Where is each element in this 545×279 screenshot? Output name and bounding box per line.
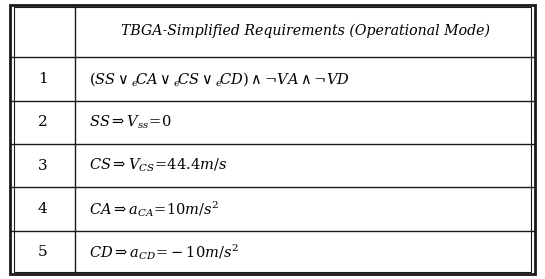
- Text: $CD\Rightarrow a_{CD}\!=\!-10m/s^2$: $CD\Rightarrow a_{CD}\!=\!-10m/s^2$: [89, 242, 239, 262]
- Text: $CA\Rightarrow a_{CA}\!=\!10m/s^2$: $CA\Rightarrow a_{CA}\!=\!10m/s^2$: [89, 199, 219, 219]
- Text: 4: 4: [38, 202, 47, 216]
- Text: 2: 2: [38, 116, 47, 129]
- Text: $(SS\vee_e\! CA\vee_e\! CS\vee_e\! CD)\wedge\neg VA\wedge\neg VD$: $(SS\vee_e\! CA\vee_e\! CS\vee_e\! CD)\w…: [89, 70, 350, 88]
- Text: $SS\Rightarrow V_{ss}\!=\!0$: $SS\Rightarrow V_{ss}\!=\!0$: [89, 114, 172, 131]
- Text: 5: 5: [38, 245, 47, 259]
- Text: 1: 1: [38, 72, 47, 86]
- Text: TBGA-Simplified Requirements (Operational Mode): TBGA-Simplified Requirements (Operationa…: [121, 24, 490, 39]
- Text: $CS\Rightarrow V_{CS}\!=\!44.4m/s$: $CS\Rightarrow V_{CS}\!=\!44.4m/s$: [89, 157, 227, 174]
- Text: 3: 3: [38, 159, 47, 173]
